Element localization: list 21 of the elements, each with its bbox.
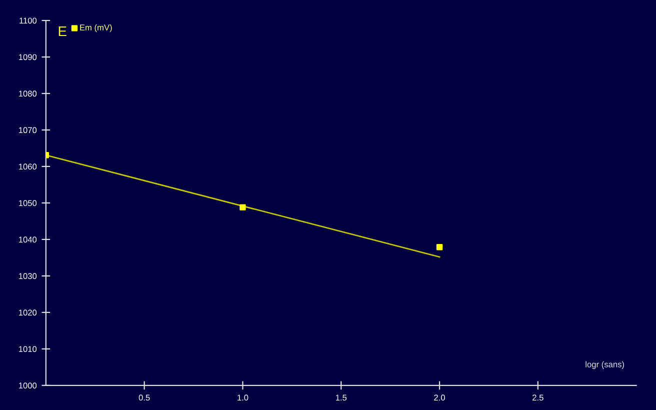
y-tick-label: 1020 bbox=[18, 310, 37, 316]
x-tick-label: 1.5 bbox=[336, 394, 347, 401]
y-tick-label: 1100 bbox=[20, 18, 37, 24]
y-tick-label: 1060 bbox=[18, 164, 37, 170]
y-tick-label: 1070 bbox=[18, 127, 37, 134]
x-tick-label: 0.5 bbox=[138, 394, 150, 401]
x-tick-label: 1.0 bbox=[238, 394, 248, 401]
point bbox=[436, 244, 443, 250]
y-tick-label: 1030 bbox=[18, 273, 37, 280]
point bbox=[240, 204, 246, 210]
y-axis-title: E bbox=[58, 26, 66, 36]
y-tick-label: 1050 bbox=[18, 200, 37, 206]
x-tick-label: 2.5 bbox=[532, 394, 544, 401]
legend-label: Em (mV) bbox=[80, 24, 112, 32]
y-tick-label: 1010 bbox=[18, 346, 37, 352]
y-tick-label: 1080 bbox=[18, 90, 37, 97]
y-tick-label: 1040 bbox=[18, 236, 37, 243]
y-tick-label: 1090 bbox=[18, 54, 37, 60]
x-axis-title: logr (sans) bbox=[586, 361, 624, 369]
y-tick-label: 1000 bbox=[18, 382, 37, 388]
x-tick-label: 2.0 bbox=[434, 394, 445, 401]
